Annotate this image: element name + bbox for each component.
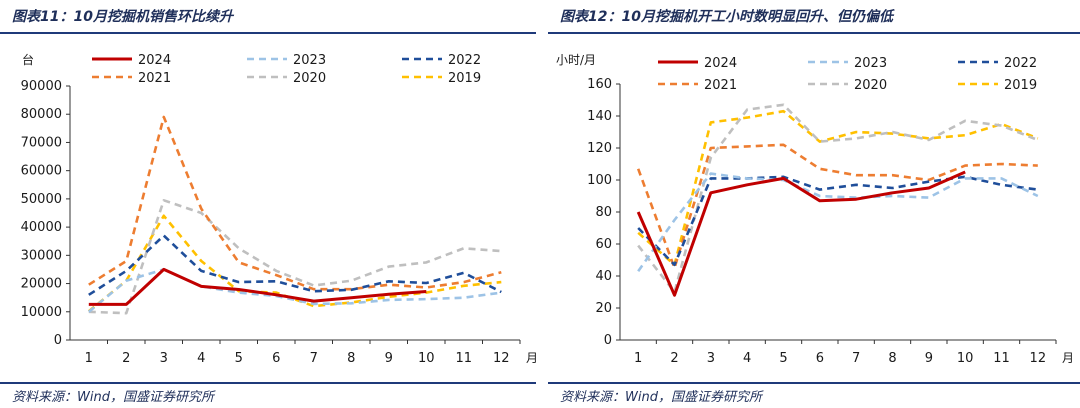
- chart-panel-excavator-sales: 图表11：10月挖掘机销售环比续升 0 10000 20000 30000 40000 5…: [0, 0, 536, 408]
- y-tick-label: 20000: [21, 277, 62, 292]
- legend-label: 2019: [448, 71, 481, 86]
- y-tick-label: 20: [595, 301, 612, 316]
- x-tick-label: 8: [888, 351, 896, 366]
- series-line-2024: [88, 267, 427, 306]
- chart-title: 图表11：10月挖掘机销售环比续升: [12, 9, 233, 25]
- series-line-2022: [88, 234, 502, 296]
- x-tick-label: 9: [385, 351, 393, 366]
- y-tick-label: 60000: [21, 164, 62, 179]
- legend-label: 2021: [138, 71, 171, 86]
- x-tick-label: 11: [993, 351, 1010, 366]
- series-line-2021: [88, 115, 502, 291]
- sales-line-chart: 0 10000 20000 30000 40000 50000 60000 70000 8000…: [21, 52, 536, 366]
- y-tick-label: 80: [595, 205, 612, 220]
- title-rule: [548, 32, 1080, 34]
- x-tick-label: 3: [160, 351, 168, 366]
- x-tick-label: 7: [310, 351, 318, 366]
- y-tick-label: 0: [604, 333, 612, 348]
- x-tick-label: 5: [779, 351, 787, 366]
- series-line-2019: [637, 109, 1039, 267]
- source-rule: [548, 382, 1080, 384]
- y-tick-label: 60: [595, 237, 612, 252]
- legend-label: 2024: [704, 56, 737, 71]
- x-tick-label: 11: [455, 351, 472, 366]
- x-tick-label: 4: [743, 351, 751, 366]
- y-tick-label: 0: [54, 333, 62, 348]
- series-line-2023: [87, 268, 502, 313]
- y-tick-label: 100: [587, 173, 612, 188]
- y-tick-label: 140: [587, 109, 612, 124]
- x-axis-label: 月: [1062, 351, 1074, 365]
- y-tick-label: 160: [587, 77, 612, 92]
- y-tick-label: 40: [595, 269, 612, 284]
- legend-label: 2022: [448, 53, 481, 68]
- y-tick-label: 50000: [21, 192, 62, 207]
- y-tick-label: 120: [587, 141, 612, 156]
- x-tick-label: 2: [122, 351, 130, 366]
- x-tick-label: 10: [957, 351, 974, 366]
- x-tick-label: 1: [85, 351, 93, 366]
- legend-label: 2021: [704, 78, 737, 93]
- legend-label: 2020: [854, 78, 887, 93]
- legend-label: 2023: [293, 53, 326, 68]
- x-tick-label: 9: [925, 351, 933, 366]
- series-line-2021: [636, 143, 1038, 270]
- x-tick-label: 3: [707, 351, 715, 366]
- y-axis-label: 台: [22, 52, 34, 67]
- legend-label: 2023: [854, 56, 887, 71]
- y-axis-label: 小时/月: [556, 53, 596, 67]
- chart-title: 图表12：10月挖掘机开工小时数明显回升、但仍偏低: [560, 9, 893, 25]
- series-line-2023: [637, 172, 1039, 272]
- title-rule: [0, 32, 536, 34]
- source-rule: [0, 382, 536, 384]
- legend-label: 2024: [138, 53, 171, 68]
- legend-label: 2020: [293, 71, 326, 86]
- y-tick-label: 40000: [21, 220, 62, 235]
- legend-label: 2022: [1004, 56, 1037, 71]
- x-tick-label: 7: [852, 351, 860, 366]
- x-tick-label: 8: [347, 351, 355, 366]
- x-axis-label: 月: [526, 351, 536, 365]
- source-note: 资料来源：Wind，国盛证券研究所: [560, 390, 762, 405]
- x-tick-label: 10: [418, 351, 435, 366]
- x-tick-label: 12: [1030, 351, 1047, 366]
- x-tick-label: 6: [816, 351, 824, 366]
- series-line-2019: [87, 214, 502, 313]
- y-tick-label: 80000: [21, 107, 62, 122]
- series-line-2024: [636, 170, 966, 297]
- series-line-2020: [637, 103, 1039, 294]
- source-note: 资料来源：Wind，国盛证券研究所: [12, 390, 214, 405]
- y-tick-label: 10000: [21, 305, 62, 320]
- x-tick-label: 2: [670, 351, 678, 366]
- legend-label: 2019: [1004, 78, 1037, 93]
- x-tick-label: 4: [197, 351, 205, 366]
- x-tick-label: 12: [493, 351, 510, 366]
- chart-panel-operating-hours: 图表12：10月挖掘机开工小时数明显回升、但仍偏低 0 20 40 60 80 100 12…: [548, 0, 1080, 408]
- series-line-2020: [88, 199, 502, 315]
- y-tick-label: 90000: [21, 79, 62, 94]
- x-tick-label: 6: [272, 351, 280, 366]
- x-tick-label: 5: [235, 351, 243, 366]
- x-tick-label: 1: [634, 351, 642, 366]
- y-tick-label: 30000: [21, 248, 62, 263]
- y-tick-label: 70000: [21, 135, 62, 150]
